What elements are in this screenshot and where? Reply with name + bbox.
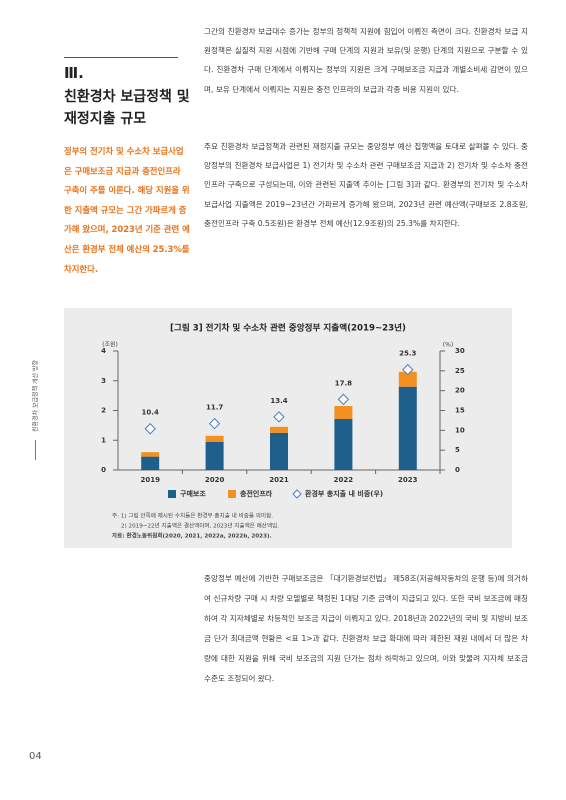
y-tick-label: 2 <box>101 407 106 415</box>
rule <box>64 57 178 58</box>
data-label: 17.8 <box>335 379 352 387</box>
legend-label: 충전인프라 <box>240 489 273 498</box>
legend-marker <box>168 490 176 498</box>
y-tick-label: 0 <box>101 466 106 474</box>
bar <box>141 456 160 470</box>
y-tick-label: 1 <box>101 436 106 444</box>
x-tick-label: 2021 <box>269 476 289 484</box>
y2-tick-label: 10 <box>455 426 465 434</box>
y2-tick-label: 5 <box>455 446 460 454</box>
legend-label: 구매보조 <box>180 489 206 498</box>
note: 자료: 환경노동위원회(2020, 2021, 2022a, 2022b, 20… <box>112 532 272 540</box>
y2-tick-label: 25 <box>455 367 465 375</box>
x-tick-label: 2020 <box>205 476 225 484</box>
bar <box>141 452 160 457</box>
ratio-marker <box>337 393 350 406</box>
x-tick-label: 2019 <box>140 476 160 484</box>
paragraph: 주요 친환경차 보급정책과 관련된 재정지출 규모는 중앙정부 예산 집행액을 … <box>204 142 528 228</box>
ratio-marker <box>144 423 156 435</box>
y-axis-label: (조원) <box>102 341 118 349</box>
y2-tick-label: 30 <box>455 347 465 355</box>
y2-tick-label: 20 <box>455 387 465 395</box>
section-title: 친환경차 보급정책 및 재정지출 규모 <box>64 89 190 127</box>
summary: 정부의 전기차 및 수소차 보급사업은 구매보조금 지급과 충전인프라 구축이 … <box>64 146 190 274</box>
y2-tick-label: 0 <box>455 466 460 474</box>
data-label: 11.7 <box>206 404 223 412</box>
ratio-marker <box>273 411 285 423</box>
legend-marker <box>228 490 236 498</box>
bar <box>270 426 288 433</box>
y2-tick-label: 15 <box>455 407 465 415</box>
paragraph: 그간의 친환경차 보급대수 증가는 정부의 정책적 지원에 힘입어 이뤄진 측면… <box>204 27 528 94</box>
data-label: 25.3 <box>399 350 416 358</box>
chart-title: [그림 3] 전기차 및 수소차 관련 중앙정부 지출액(2019~23년) <box>170 322 406 334</box>
bar <box>398 386 417 470</box>
page-number: 04 <box>29 751 42 762</box>
bar <box>205 435 224 442</box>
legend-marker <box>292 489 302 499</box>
y2-axis-label: (%) <box>443 342 453 349</box>
bar <box>334 418 353 470</box>
bar <box>205 441 224 470</box>
y-tick-label: 3 <box>101 377 106 385</box>
chart: [그림 3] 전기차 및 수소차 관련 중앙정부 지출액(2019~23년) (… <box>64 308 512 548</box>
bar <box>334 406 353 419</box>
x-tick-label: 2022 <box>334 476 354 484</box>
ratio-marker <box>208 417 221 430</box>
legend-label: 환경부 총지출 내 비중(우) <box>305 489 383 498</box>
ratio-marker <box>402 363 414 376</box>
note: 주: 1) 그림 안쪽에 제시된 수치들은 환경부 총지출 내 비중을 의미함. <box>112 512 273 520</box>
paragraph: 중앙정부 예산에 기반한 구매보조금은 「대기환경보전법」 제58조(저공해자동… <box>204 574 528 683</box>
side-line <box>35 440 36 460</box>
data-label: 13.4 <box>270 397 287 405</box>
bar <box>398 371 417 387</box>
side-label: 친환경차 보급정책 개선 방향 <box>32 360 40 432</box>
data-label: 10.4 <box>142 409 159 417</box>
y-tick-label: 4 <box>101 347 106 355</box>
x-tick-label: 2023 <box>398 476 418 484</box>
section-number: Ⅲ. <box>64 64 84 82</box>
bar <box>270 432 288 470</box>
note: 2) 2019~22년 지출액은 결산액이며, 2023년 지출액은 예산액임. <box>121 522 279 530</box>
